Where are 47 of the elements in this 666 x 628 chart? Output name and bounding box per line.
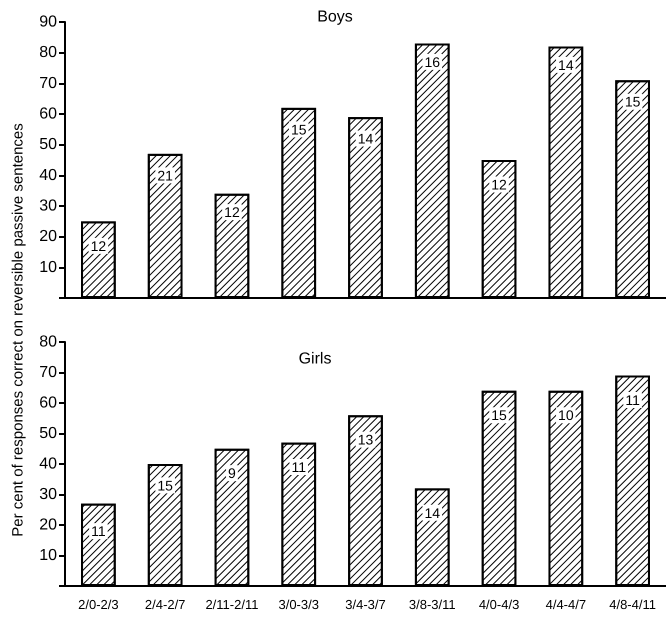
y-tick-label: 20: [39, 228, 58, 246]
y-tick-label: 30: [39, 486, 58, 503]
annotation: 9: [228, 465, 236, 482]
y-tick-label: 30: [39, 198, 58, 214]
y-tick-label: 60: [39, 394, 58, 412]
annotation: 15: [157, 477, 174, 494]
y-tick-label: 70: [39, 74, 58, 92]
y-tick-label: 10: [39, 258, 58, 276]
x-tick-label: 3/0-3/3: [278, 597, 319, 612]
annotation: 14: [424, 504, 440, 521]
y-tick-label: 20: [39, 516, 58, 534]
text: Girls: [298, 350, 332, 368]
x-tick-label: 3/8-3/11: [408, 597, 456, 612]
y-tick-label: 70: [39, 364, 58, 381]
annotation: 10: [558, 407, 574, 424]
annotation: 12: [491, 176, 508, 193]
y-tick-label: 40: [39, 456, 58, 472]
x-tick-label: 4/8-4/11: [609, 597, 656, 612]
y-tick-label: 80: [39, 334, 58, 350]
y-tick-label: 40: [39, 166, 58, 184]
chart-title: Boys: [317, 8, 353, 26]
annotation: 11: [291, 459, 306, 476]
annotation: 12: [90, 238, 106, 254]
x-tick-label: 4/0-4/3: [478, 597, 520, 612]
annotation: 16: [424, 54, 440, 70]
annotation: 14: [558, 56, 574, 73]
y-tick-label: 80: [39, 44, 58, 62]
x-tick-label: 2/11-2/11: [205, 597, 258, 612]
y-tick-label: 60: [39, 106, 58, 122]
annotation: 11: [625, 392, 640, 408]
y-axis-title: Per cent of responses correct on reversible passive sentences: [10, 123, 26, 537]
y-tick-label: 50: [39, 136, 58, 154]
x-tick-label: 3/4-3/7: [345, 597, 386, 612]
annotation: 21: [157, 167, 174, 184]
x-tick-label: 2/4-2/7: [144, 597, 186, 612]
annotation: 14: [358, 130, 374, 147]
x-tick-label: 4/4-4/7: [546, 597, 586, 612]
annotation: 12: [224, 204, 240, 220]
annotation: 15: [290, 121, 307, 138]
annotation: 11: [91, 523, 106, 540]
y-tick-label: 50: [39, 425, 58, 442]
annotation: 13: [358, 432, 374, 448]
y-tick-label: 90: [39, 14, 58, 30]
annotation: 15: [491, 407, 508, 424]
x-tick-label: 2/0-2/3: [78, 597, 119, 612]
annotation: 15: [624, 94, 641, 110]
y-tick-label: 10: [39, 547, 58, 564]
